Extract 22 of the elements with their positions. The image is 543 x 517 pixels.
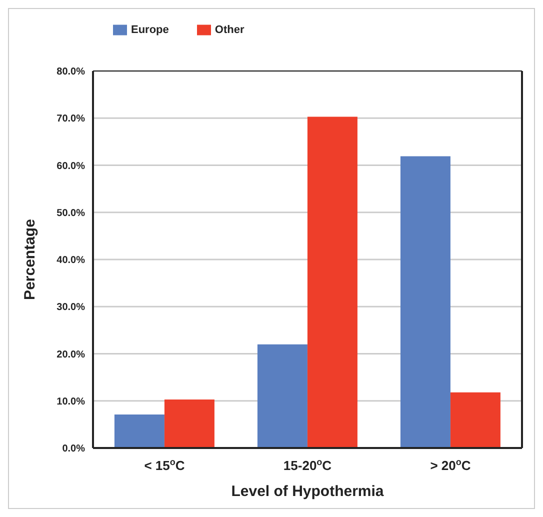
bar — [164, 399, 214, 448]
x-tick-label: 15-20$^{o}$C — [283, 457, 332, 473]
y-tick-label: 0.0% — [62, 444, 86, 455]
bar — [257, 344, 308, 448]
y-tick-label: 50.0% — [56, 208, 86, 219]
bar — [114, 414, 164, 448]
y-axis-title: Percentage — [21, 219, 38, 300]
y-tick-label: 60.0% — [56, 160, 86, 172]
y-tick-label: 10.0% — [56, 396, 86, 408]
bar — [450, 392, 500, 448]
x-tick-label: > 20$^{o}$C — [430, 457, 472, 473]
y-tick-label: 70.0% — [56, 114, 86, 125]
bar — [400, 156, 450, 448]
legend-label: Other — [214, 24, 244, 36]
bar — [307, 116, 358, 448]
x-axis-title: Level of Hypothermia — [231, 483, 384, 500]
y-tick-label: 40.0% — [56, 255, 86, 266]
x-tick-label: < 15$^{o}$C — [144, 457, 186, 473]
y-tick-label: 80.0% — [56, 66, 86, 78]
y-tick-label: 20.0% — [56, 349, 86, 360]
legend-label: Europe — [131, 24, 169, 36]
y-tick-label: 30.0% — [56, 302, 86, 314]
